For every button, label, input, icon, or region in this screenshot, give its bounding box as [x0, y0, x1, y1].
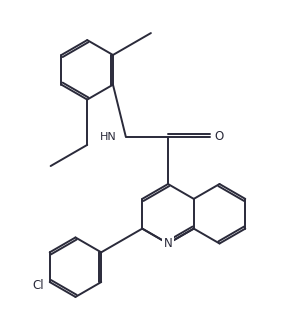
- Text: HN: HN: [99, 132, 116, 142]
- Text: Cl: Cl: [32, 279, 44, 292]
- Text: N: N: [164, 237, 172, 250]
- Text: O: O: [214, 130, 224, 143]
